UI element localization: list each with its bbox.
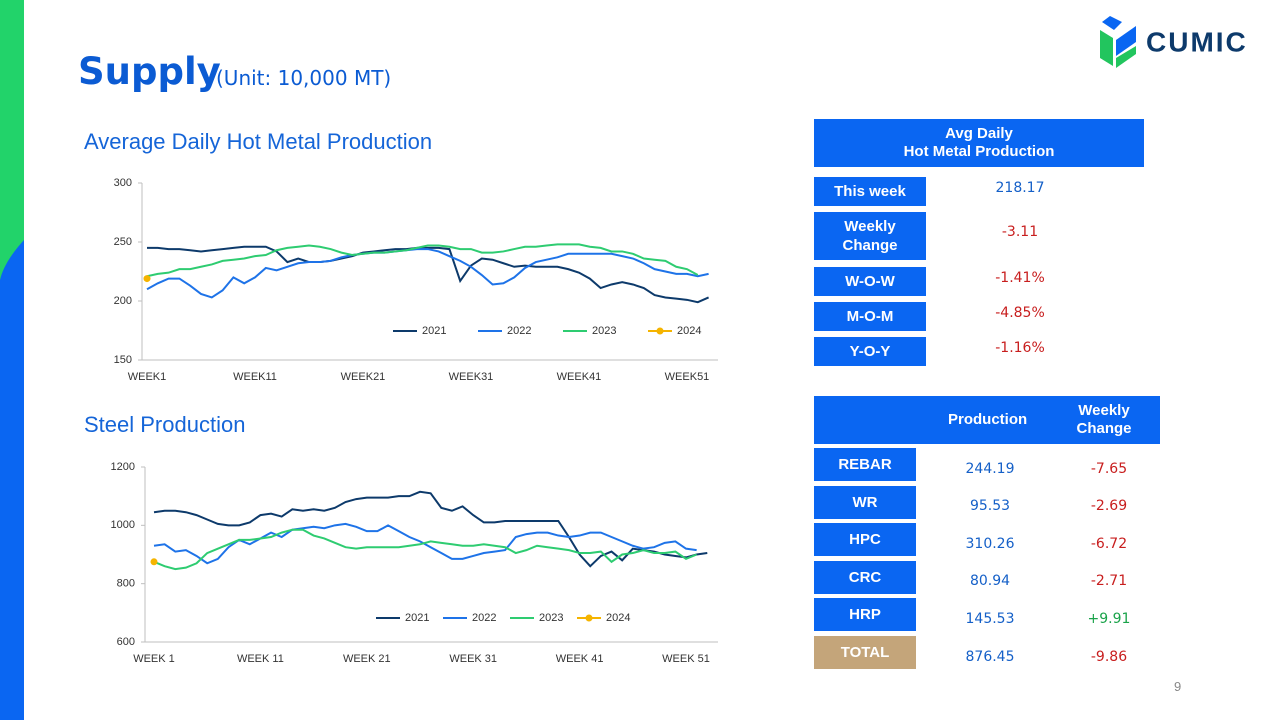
- row-label: This week: [814, 177, 926, 206]
- row-value: -1.16%: [995, 339, 1045, 356]
- weekly-change: -9.86: [1090, 648, 1128, 665]
- x-tick-label: WEEK 31: [449, 653, 497, 665]
- weekly-change: -2.69: [1090, 498, 1128, 515]
- row-label: Y-O-Y: [814, 337, 926, 366]
- row-value: -1.41%: [995, 269, 1045, 286]
- y-tick-label: 300: [114, 177, 132, 189]
- x-tick-label: WEEK21: [341, 371, 386, 383]
- x-tick-label: WEEK 51: [662, 653, 710, 665]
- x-tick-label: WEEK 1: [133, 653, 175, 665]
- table-header: Weekly Change: [1048, 396, 1160, 444]
- production-value: 310.26: [965, 535, 1015, 552]
- legend-marker: [656, 327, 664, 335]
- x-tick-label: WEEK 11: [237, 653, 284, 665]
- production-value: 876.45: [965, 648, 1015, 665]
- legend-label: 2022: [472, 612, 496, 624]
- production-value: 95.53: [969, 498, 1011, 515]
- weekly-change: -2.71: [1090, 573, 1128, 590]
- x-tick-label: WEEK11: [233, 371, 277, 383]
- row-label: WR: [814, 485, 916, 519]
- x-tick-label: WEEK41: [557, 371, 602, 383]
- x-tick-label: WEEK1: [128, 371, 167, 383]
- production-value: 80.94: [969, 573, 1011, 590]
- row-value: 218.17: [995, 179, 1045, 196]
- production-value: 244.19: [965, 460, 1015, 477]
- slide-title: Supply: [78, 50, 221, 93]
- y-tick-label: 1000: [111, 519, 135, 531]
- logo-text: CUMIC: [1146, 26, 1248, 57]
- y-tick-label: 600: [117, 636, 135, 648]
- x-tick-label: WEEK51: [665, 371, 710, 383]
- legend-label: 2024: [677, 325, 701, 337]
- series-line: [153, 490, 708, 568]
- series-line: [146, 243, 699, 278]
- page-number: 9: [1174, 679, 1182, 694]
- row-value: -3.11: [1001, 224, 1039, 240]
- weekly-change: -7.65: [1090, 460, 1128, 477]
- legend-label: 2023: [539, 612, 563, 624]
- x-tick-label: WEEK 21: [343, 653, 391, 665]
- legend-label: 2021: [422, 325, 446, 337]
- row-label: Weekly Change: [814, 212, 926, 260]
- y-tick-label: 800: [117, 578, 135, 590]
- row-label: HPC: [814, 523, 916, 557]
- table-header: Avg Daily Hot Metal Production: [814, 119, 1144, 167]
- row-label: TOTAL: [814, 636, 916, 669]
- production-value: 145.53: [965, 610, 1015, 627]
- chart-title: Steel Production: [84, 412, 245, 437]
- x-tick-label: WEEK 41: [556, 653, 604, 665]
- logo-mark: [1100, 16, 1136, 68]
- row-label: REBAR: [814, 448, 916, 481]
- series-line: [146, 248, 709, 299]
- chart-title: Average Daily Hot Metal Production: [84, 129, 432, 154]
- x-tick-label: WEEK31: [449, 371, 494, 383]
- weekly-change: +9.91: [1087, 610, 1131, 627]
- y-tick-label: 200: [114, 295, 132, 307]
- series-line: [153, 522, 697, 565]
- weekly-change: -6.72: [1090, 535, 1128, 552]
- row-label: M-O-M: [814, 302, 926, 331]
- row-value: -4.85%: [995, 304, 1045, 321]
- series-point: [143, 275, 151, 283]
- legend-marker: [585, 614, 593, 622]
- unit-note: (Unit: 10,000 MT): [216, 66, 392, 90]
- legend-label: 2021: [405, 612, 429, 624]
- y-tick-label: 250: [114, 236, 132, 248]
- series-line: [147, 245, 710, 304]
- row-label: W-O-W: [814, 267, 926, 296]
- legend-label: 2022: [507, 325, 531, 337]
- series-line: [153, 528, 698, 571]
- row-label: HRP: [814, 598, 916, 632]
- legend-label: 2024: [606, 612, 630, 624]
- series-point: [150, 558, 158, 566]
- row-label: CRC: [814, 560, 916, 594]
- legend-label: 2023: [592, 325, 616, 337]
- y-tick-label: 150: [114, 354, 132, 366]
- y-tick-label: 1200: [111, 461, 135, 473]
- side-stripe-green: [0, 0, 24, 280]
